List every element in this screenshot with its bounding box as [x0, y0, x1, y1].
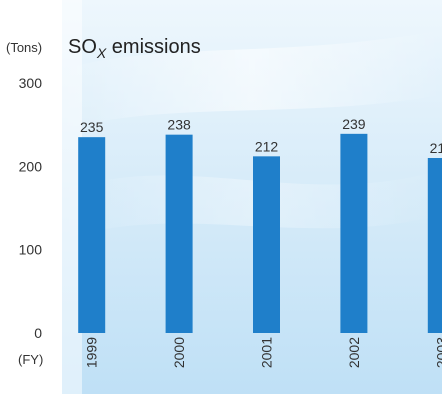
bar-2003 [427, 158, 442, 333]
bar-value-label: 238 [167, 117, 191, 133]
background-streak [62, 30, 442, 130]
x-tick-label: 2003 [433, 337, 442, 368]
x-tick-label: 2000 [171, 337, 187, 368]
y-axis-unit-label: (Tons) [6, 40, 42, 55]
y-tick-label: 100 [19, 242, 43, 258]
y-tick-label: 0 [34, 325, 42, 341]
bar-value-label: 239 [342, 116, 366, 132]
bar-2000 [165, 134, 193, 333]
x-axis-unit-label: (FY) [18, 352, 43, 367]
x-tick-label: 2001 [259, 337, 275, 368]
background-fade-left [62, 0, 82, 394]
y-tick-label: 200 [19, 158, 43, 174]
x-tick-label: 2002 [346, 337, 362, 368]
y-tick-label: 300 [19, 75, 43, 91]
bar-2001 [253, 156, 280, 333]
bar-value-label: 210 [430, 140, 442, 156]
chart-title: SOX emissions [68, 36, 201, 61]
x-tick-label: 1999 [84, 337, 100, 368]
bar-2002 [340, 133, 368, 333]
bar-value-label: 235 [80, 119, 104, 135]
bar-value-label: 212 [255, 138, 279, 154]
bar-1999 [78, 137, 106, 333]
